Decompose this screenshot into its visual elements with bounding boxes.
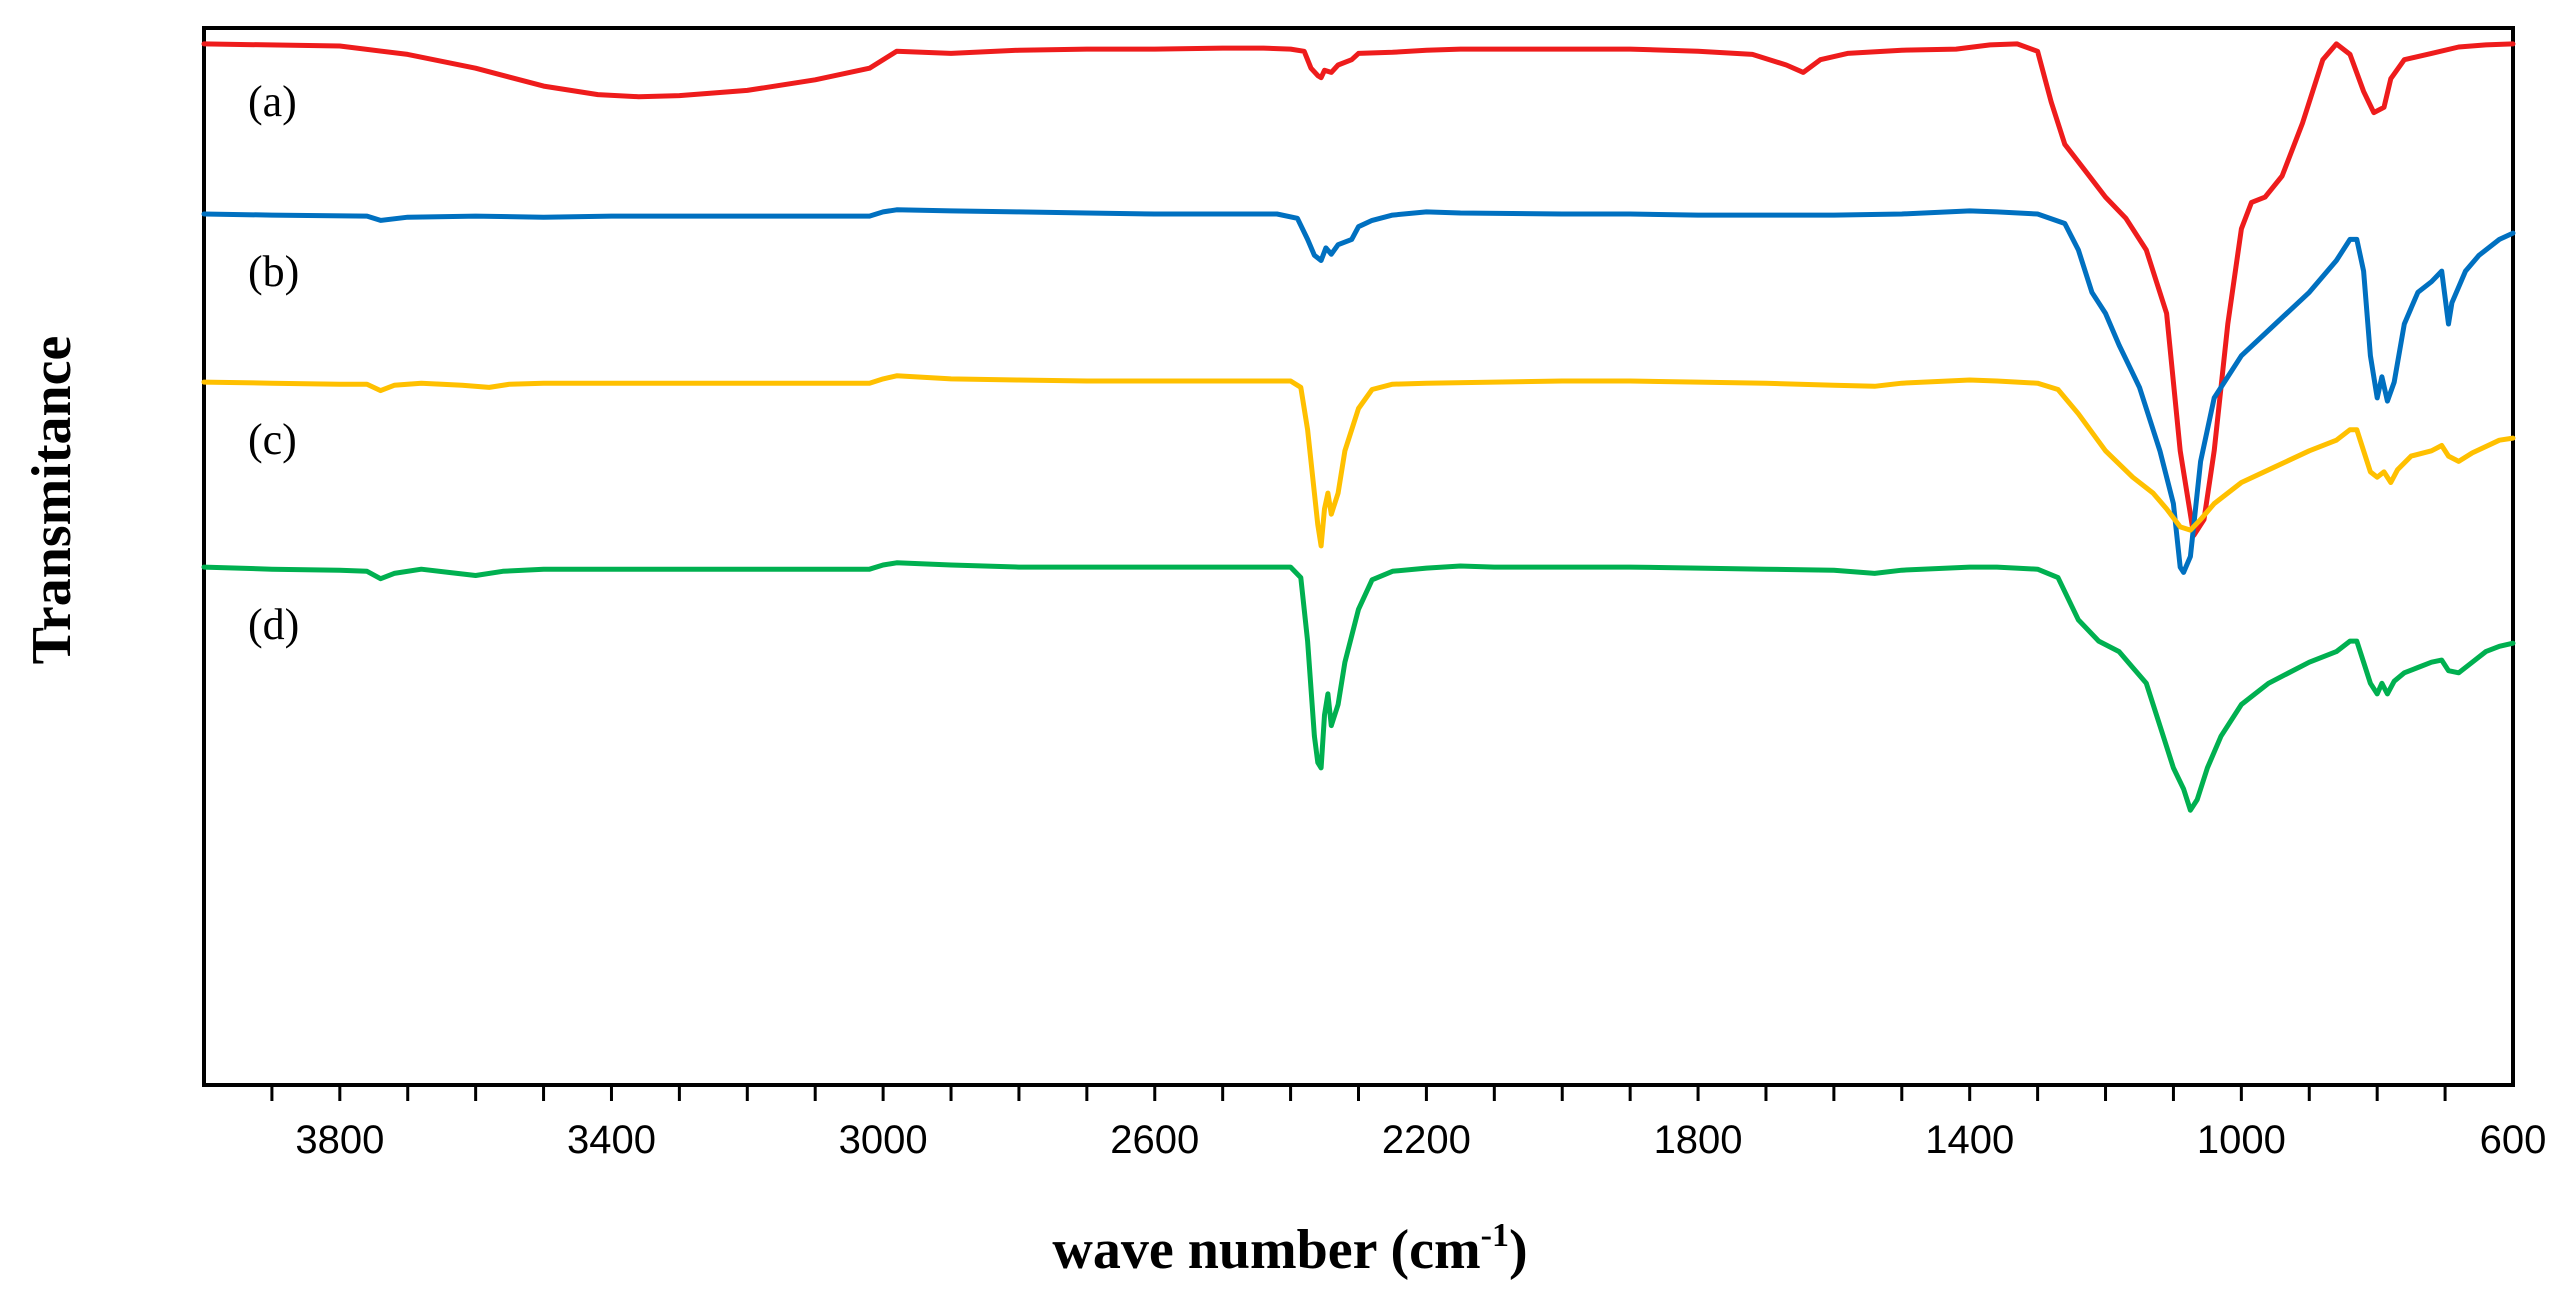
- x-tick-label: 600: [2480, 1118, 2547, 1162]
- x-axis-title-superscript: -1: [1481, 1217, 1509, 1254]
- x-tick-label: 2200: [1382, 1118, 1471, 1162]
- x-tick-label: 2600: [1110, 1118, 1199, 1162]
- x-tick-label: 1800: [1654, 1118, 1743, 1162]
- x-tick-label: 3800: [295, 1118, 384, 1162]
- x-tick-label: 1000: [2197, 1118, 2286, 1162]
- series-label-d: (d): [248, 600, 299, 649]
- y-axis-title: Transmitance: [21, 336, 83, 665]
- x-axis-title: wave number (cm-1): [1052, 1217, 1527, 1281]
- series-label-b: (b): [248, 247, 299, 296]
- series-labels: (a) (b) (c) (d): [248, 77, 299, 649]
- series-line-d: [201, 560, 2516, 813]
- series-layer: [201, 41, 2516, 813]
- x-axis-minor-ticks: [270, 1085, 2447, 1101]
- series-line-c: [201, 373, 2516, 549]
- x-tick-label: 3000: [839, 1118, 928, 1162]
- x-axis-tick-labels: 3800 3400 3000 2600 2200 1800 1400 1000 600: [295, 1118, 2546, 1162]
- x-tick-label: 3400: [567, 1118, 656, 1162]
- x-axis-title-close: ): [1509, 1219, 1528, 1281]
- x-axis-title-text: wave number (cm: [1052, 1219, 1480, 1281]
- series-label-a: (a): [248, 77, 297, 126]
- series-line-b: [201, 207, 2516, 575]
- series-line-a: [201, 41, 2516, 538]
- plot-area-frame: [202, 26, 2515, 1087]
- series-label-c: (c): [248, 415, 297, 464]
- x-tick-label: 1400: [1925, 1118, 2014, 1162]
